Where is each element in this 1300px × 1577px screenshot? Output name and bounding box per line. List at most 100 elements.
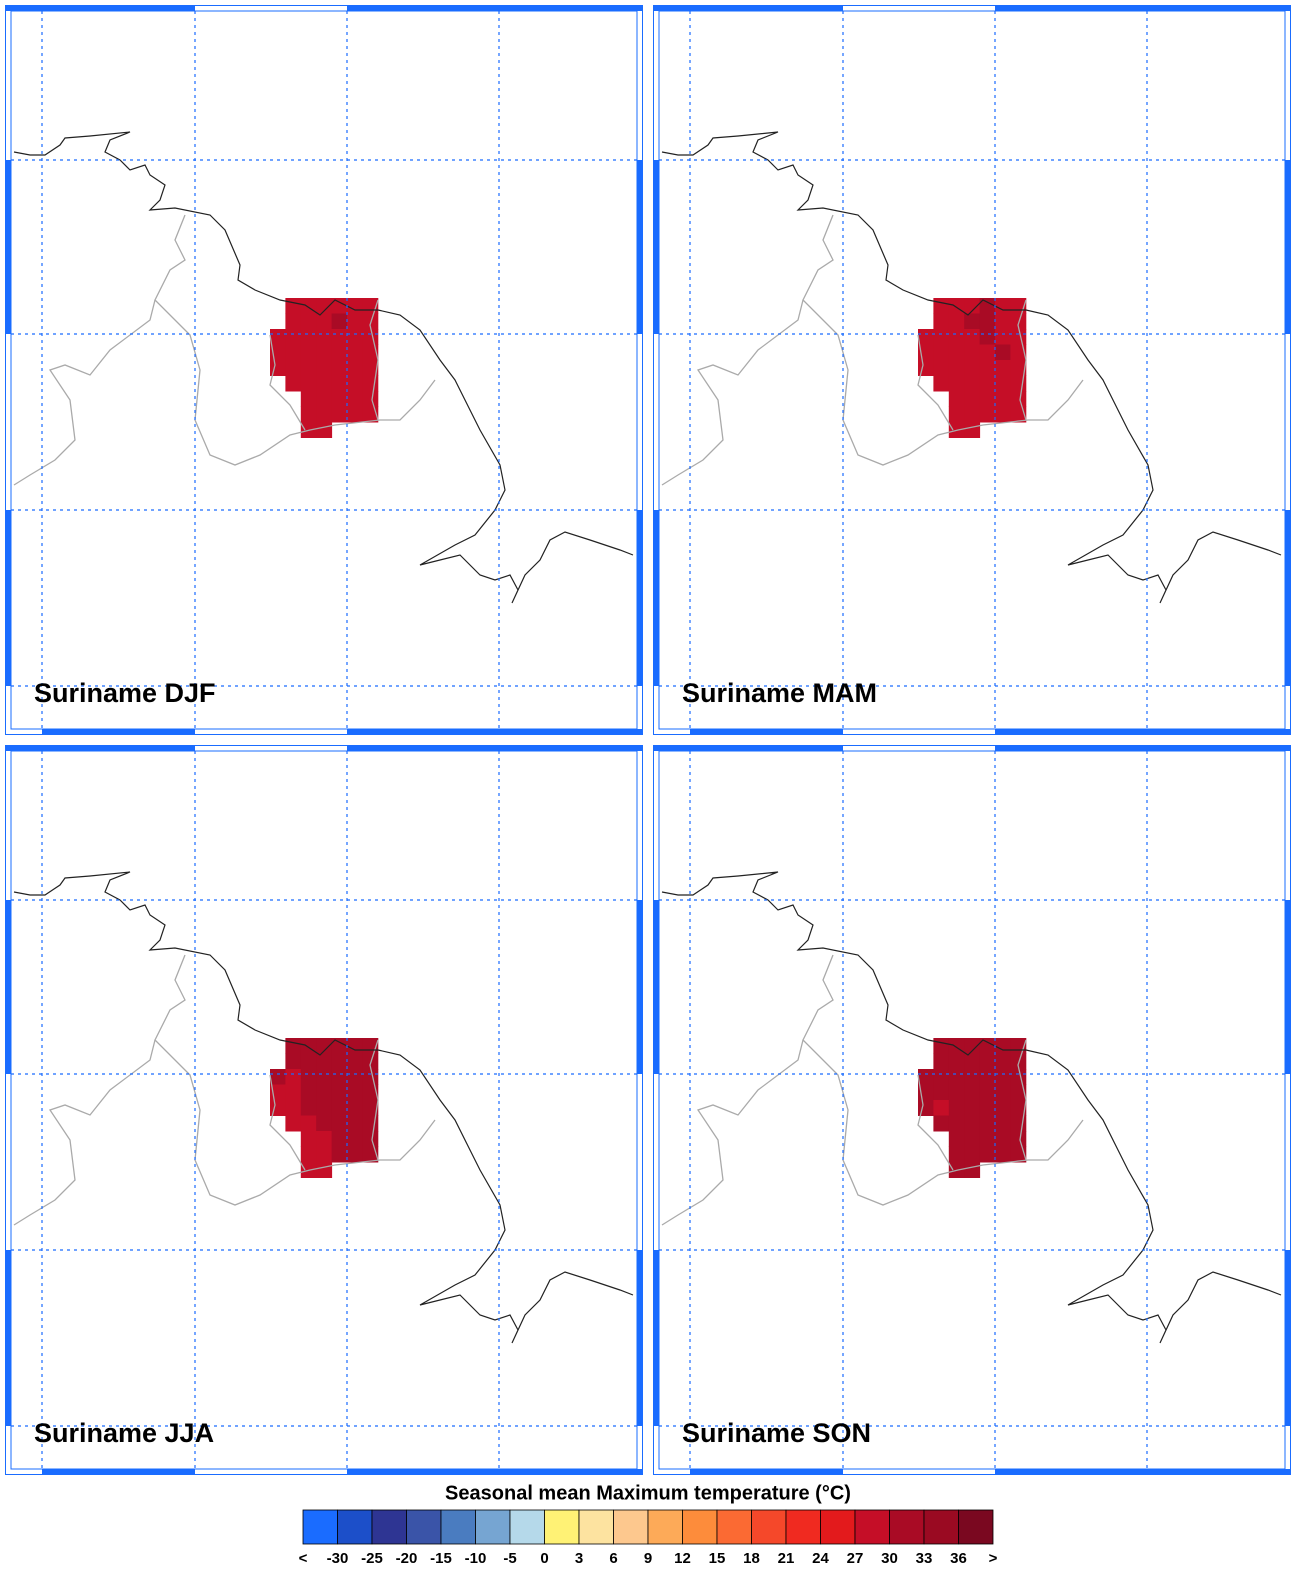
country-border (917, 1074, 954, 1171)
data-cell (331, 1115, 348, 1132)
data-cell (347, 406, 363, 423)
data-cell (347, 375, 363, 392)
frame-bar (653, 900, 659, 1074)
data-cell (933, 1115, 950, 1132)
data-cell (933, 344, 950, 361)
data-cell (995, 391, 1011, 407)
data-cell (285, 360, 302, 376)
data-cell (1010, 329, 1027, 345)
country-border (13, 1039, 156, 1226)
colorbar-label: 33 (916, 1550, 933, 1567)
data-cell (1010, 1131, 1027, 1147)
data-cell (362, 406, 379, 423)
country-border (269, 1074, 306, 1171)
data-cell (331, 1100, 348, 1116)
data-cell (331, 1053, 348, 1070)
colorbar-label: -15 (430, 1550, 452, 1567)
data-cell (995, 360, 1011, 376)
frame-bar (995, 5, 1291, 11)
frame-bar (1285, 510, 1291, 686)
data-cell (964, 1038, 981, 1054)
colorbar-box (578, 1509, 614, 1545)
panel-title: Suriname JJA (34, 1418, 214, 1448)
data-cell (285, 344, 302, 361)
data-cell (300, 313, 317, 330)
data-cell (285, 1053, 302, 1070)
data-cell (347, 360, 363, 376)
data-cell (285, 298, 302, 314)
data-cell (362, 1053, 379, 1070)
data-cell (995, 1115, 1011, 1132)
data-cell (347, 298, 363, 314)
data-cell (331, 360, 348, 376)
data-cell (995, 313, 1011, 330)
data-cell (964, 391, 981, 407)
panel-title: Suriname SON (682, 1418, 871, 1448)
data-cell (1010, 1069, 1027, 1085)
panel-frame (5, 745, 643, 1475)
data-cell (285, 313, 302, 330)
data-cell (270, 1069, 286, 1085)
data-cell (316, 1162, 333, 1178)
frame-bar (637, 160, 643, 334)
data-cell (316, 1131, 333, 1147)
data-cell (964, 1100, 981, 1116)
data-cell (362, 1069, 379, 1085)
data-cell (347, 1131, 363, 1147)
data-cell (331, 1146, 348, 1163)
frame-bar (42, 729, 195, 735)
data-cell (918, 360, 934, 376)
data-cell (948, 360, 965, 376)
country-border (661, 299, 804, 486)
data-cell (979, 1131, 996, 1147)
data-cell (300, 375, 317, 392)
data-cell (964, 1069, 981, 1085)
country-border (1017, 1039, 1027, 1161)
data-cell (948, 1115, 965, 1132)
frame-bar (637, 510, 643, 686)
data-cell (347, 391, 363, 407)
data-cell (362, 1100, 379, 1116)
colorbar-box (371, 1509, 407, 1545)
data-cell (1010, 360, 1027, 376)
data-cell (316, 1053, 333, 1070)
data-cell (979, 344, 996, 361)
panel-frame (5, 5, 643, 735)
data-cell (331, 313, 348, 330)
frame-bar (690, 729, 843, 735)
data-cell (285, 375, 302, 392)
frame-bar (347, 729, 643, 735)
frame-bar (1285, 1250, 1291, 1426)
data-cell (316, 1084, 333, 1101)
country-border (269, 334, 306, 431)
frame-bar (347, 5, 643, 11)
colorbar-box (337, 1509, 373, 1545)
data-cell (1010, 1053, 1027, 1070)
data-cell (316, 1115, 333, 1132)
data-cell (964, 329, 981, 345)
data-cell (347, 313, 363, 330)
frame-bar (653, 160, 659, 334)
colorbar-box (751, 1509, 787, 1545)
data-cell (1010, 406, 1027, 423)
data-cell (948, 1100, 965, 1116)
data-cell (964, 313, 981, 330)
data-cell (347, 1069, 363, 1085)
colorbar-label: -30 (327, 1550, 349, 1567)
colorbar-box (820, 1509, 856, 1545)
data-cell (933, 1084, 950, 1101)
map-panel: Suriname DJF (5, 5, 643, 735)
data-cell (964, 360, 981, 376)
data-cell (347, 1084, 363, 1101)
colorbar-box (406, 1509, 442, 1545)
data-cell (331, 406, 348, 423)
colorbar-label: 24 (812, 1550, 829, 1567)
data-cell (979, 1146, 996, 1163)
colorbar-box (716, 1509, 752, 1545)
data-cell (1010, 1100, 1027, 1116)
country-border (917, 334, 954, 431)
data-cell (331, 344, 348, 361)
data-cell (995, 329, 1011, 345)
country-border (13, 299, 156, 486)
